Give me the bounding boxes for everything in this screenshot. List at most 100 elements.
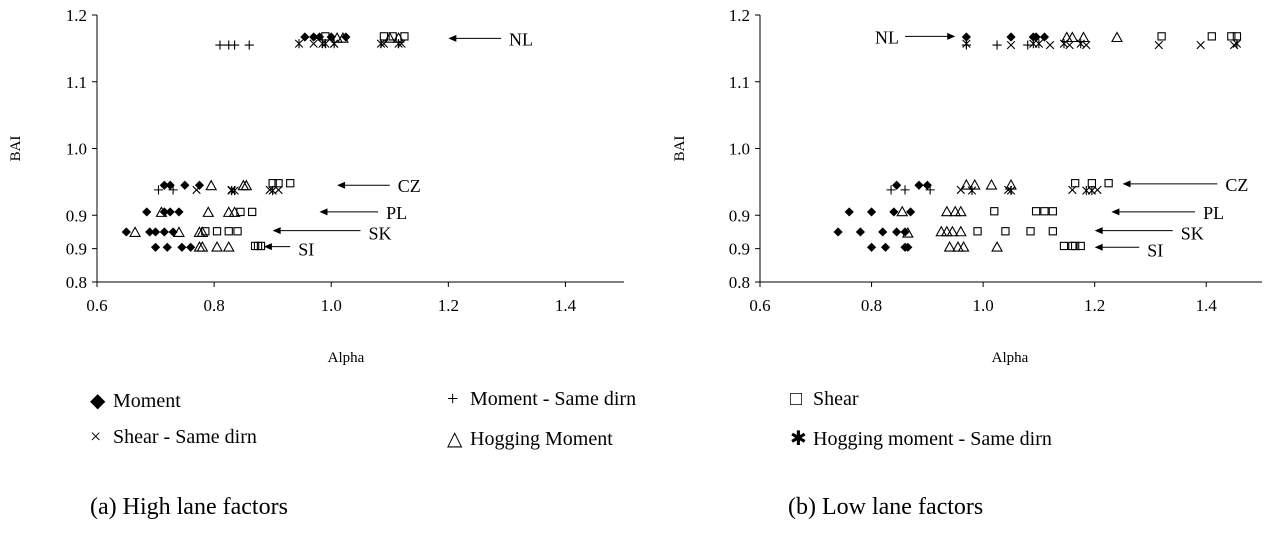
data-point-square <box>1070 241 1080 251</box>
annotation-label: SK <box>1181 224 1204 244</box>
data-point-triangle <box>943 240 956 252</box>
data-point-plus <box>215 40 225 50</box>
y-tick-label: 1.2 <box>729 6 750 25</box>
x-tick-label: 1.2 <box>1084 296 1105 315</box>
plus-icon: + <box>447 388 459 410</box>
data-point-square <box>1068 241 1077 251</box>
data-point-x <box>956 185 965 195</box>
data-point-asterisk <box>329 39 339 49</box>
data-point-diamond <box>186 242 196 252</box>
data-point-asterisk <box>294 39 304 49</box>
data-point-square <box>1001 227 1010 236</box>
data-point-triangle <box>1111 31 1123 43</box>
data-point-triangle <box>901 226 914 238</box>
data-point-triangle <box>196 226 209 237</box>
data-point-asterisk <box>1006 185 1016 196</box>
data-point-triangle <box>896 205 909 217</box>
y-tick-label: 0.9 <box>66 206 87 225</box>
data-point-square <box>1227 32 1236 41</box>
data-point-triangle <box>205 179 218 191</box>
legend-item-shear: □ Shear <box>790 388 859 411</box>
data-point-diamond <box>892 180 902 190</box>
data-point-asterisk <box>1087 185 1097 196</box>
data-point-plus <box>925 185 935 195</box>
data-point-plus <box>992 40 1002 50</box>
data-point-square <box>1059 241 1069 251</box>
data-point-diamond <box>194 180 205 190</box>
data-point-diamond <box>159 227 169 237</box>
data-point-diamond <box>922 180 932 190</box>
data-point-triangle <box>211 240 223 252</box>
annotation-arrowhead <box>1094 243 1103 251</box>
data-point-diamond <box>1006 32 1016 42</box>
x-axis-label: Alpha <box>992 350 1029 366</box>
data-point-square <box>973 227 982 236</box>
data-point-diamond <box>174 207 184 217</box>
x-icon: × <box>90 426 102 448</box>
annotation-arrowhead <box>448 34 457 42</box>
figure: 0.6 0.8 1.0 1.2 1.4 0.8 0.9 0.9 1.0 1.1 1.2 Alpha BA… <box>8 6 1262 366</box>
data-point-asterisk <box>967 185 977 196</box>
data-point-square <box>253 241 263 251</box>
data-point-triangle <box>173 226 185 237</box>
annotation-label: CZ <box>398 176 421 196</box>
data-point-diamond <box>914 180 924 190</box>
data-point-diamond <box>309 32 319 42</box>
data-point-diamond <box>159 180 169 190</box>
y-tick-label: 0.9 <box>66 240 87 259</box>
data-point-square <box>1157 32 1166 41</box>
legend-item-hogging-moment-same-dirn: ✱ Hogging moment - Same dirn <box>790 426 1052 451</box>
annotation-label: CZ <box>1225 175 1248 195</box>
data-point-diamond <box>121 227 131 237</box>
data-point-diamond <box>180 180 190 190</box>
data-point-plus <box>886 185 896 195</box>
data-point-plus <box>244 40 254 50</box>
data-point-square <box>1104 179 1113 188</box>
x-tick-label: 0.6 <box>86 296 107 315</box>
data-point-diamond <box>833 227 843 237</box>
legend-item-hogging-moment: △ Hogging Moment <box>447 426 613 451</box>
data-point-x <box>309 39 318 48</box>
data-point-asterisk <box>1076 39 1085 49</box>
data-point-square <box>1087 179 1097 188</box>
chart-panel-b: 0.6 0.8 1.0 1.2 1.4 0.8 0.9 0.9 1.0 1.1 1.2 Alpha BA… <box>672 6 1262 366</box>
data-point-asterisk <box>1034 39 1044 49</box>
data-point-square <box>1026 227 1035 236</box>
x-tick-label: 0.8 <box>203 296 224 315</box>
data-point-diamond <box>150 242 161 252</box>
data-point-triangle <box>1066 31 1079 43</box>
data-point-asterisk <box>376 39 386 49</box>
data-point-diamond <box>300 32 310 42</box>
data-point-diamond <box>142 207 152 217</box>
data-point-asterisk <box>1232 39 1242 49</box>
data-point-asterisk <box>394 39 403 49</box>
data-point-diamond <box>892 227 902 237</box>
triangle-icon: △ <box>447 428 463 450</box>
data-point-triangle <box>202 206 215 217</box>
y-tick-label: 0.8 <box>66 273 87 292</box>
data-point-triangle <box>957 240 970 252</box>
square-icon: □ <box>790 388 803 410</box>
data-point-diamond <box>878 227 888 237</box>
data-point-diamond <box>162 242 172 252</box>
annotation-arrowhead <box>272 227 281 235</box>
data-point-square <box>233 227 242 236</box>
x-tick-label: 0.6 <box>749 296 770 315</box>
data-point-asterisk <box>962 39 971 49</box>
data-point-triangle <box>228 206 241 217</box>
data-point-triangle <box>946 225 959 237</box>
legend-label: Hogging moment - Same dirn <box>813 428 1052 450</box>
x-tick-label: 1.2 <box>438 296 459 315</box>
data-point-diamond <box>165 207 175 217</box>
data-point-plus <box>900 185 910 195</box>
data-point-triangle <box>196 240 209 252</box>
asterisk-icon: ✱ <box>790 428 807 450</box>
data-point-diamond <box>150 227 161 237</box>
data-point-diamond <box>341 32 351 42</box>
data-point-diamond <box>165 180 175 190</box>
data-point-square <box>990 207 999 216</box>
annotation-label: PL <box>1203 203 1224 223</box>
data-point-triangle <box>155 206 168 217</box>
data-point-x <box>1006 40 1016 50</box>
data-point-x <box>1082 40 1091 50</box>
